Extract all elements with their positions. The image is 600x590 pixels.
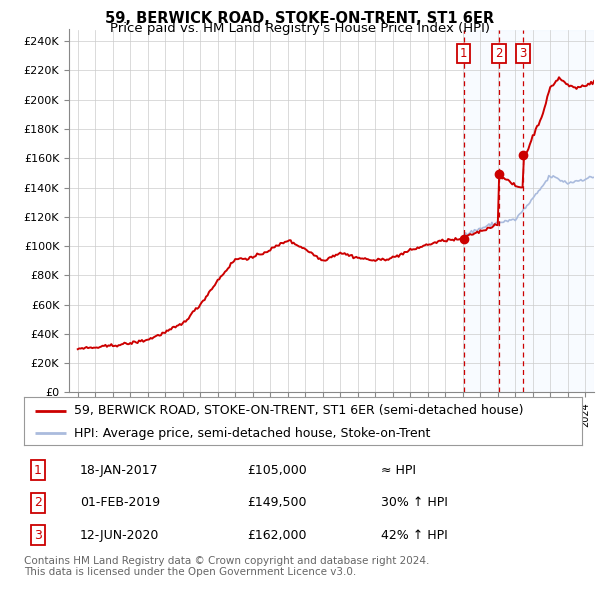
Text: 1: 1	[34, 464, 42, 477]
Text: Price paid vs. HM Land Registry's House Price Index (HPI): Price paid vs. HM Land Registry's House …	[110, 22, 490, 35]
Text: 3: 3	[34, 529, 42, 542]
Text: 59, BERWICK ROAD, STOKE-ON-TRENT, ST1 6ER: 59, BERWICK ROAD, STOKE-ON-TRENT, ST1 6E…	[106, 11, 494, 25]
Text: 30% ↑ HPI: 30% ↑ HPI	[381, 496, 448, 509]
Text: 18-JAN-2017: 18-JAN-2017	[80, 464, 158, 477]
Text: ≈ HPI: ≈ HPI	[381, 464, 416, 477]
Text: 3: 3	[520, 47, 527, 60]
Text: 59, BERWICK ROAD, STOKE-ON-TRENT, ST1 6ER (semi-detached house): 59, BERWICK ROAD, STOKE-ON-TRENT, ST1 6E…	[74, 404, 524, 417]
Text: £162,000: £162,000	[247, 529, 307, 542]
Text: 01-FEB-2019: 01-FEB-2019	[80, 496, 160, 509]
Text: £105,000: £105,000	[247, 464, 307, 477]
Text: Contains HM Land Registry data © Crown copyright and database right 2024.
This d: Contains HM Land Registry data © Crown c…	[24, 556, 430, 578]
Text: £149,500: £149,500	[247, 496, 307, 509]
Text: 2: 2	[496, 47, 503, 60]
Text: 1: 1	[460, 47, 467, 60]
Text: HPI: Average price, semi-detached house, Stoke-on-Trent: HPI: Average price, semi-detached house,…	[74, 427, 431, 440]
Text: 2: 2	[34, 496, 42, 509]
Bar	[464, 30, 594, 392]
Text: 12-JUN-2020: 12-JUN-2020	[80, 529, 159, 542]
Text: 42% ↑ HPI: 42% ↑ HPI	[381, 529, 448, 542]
